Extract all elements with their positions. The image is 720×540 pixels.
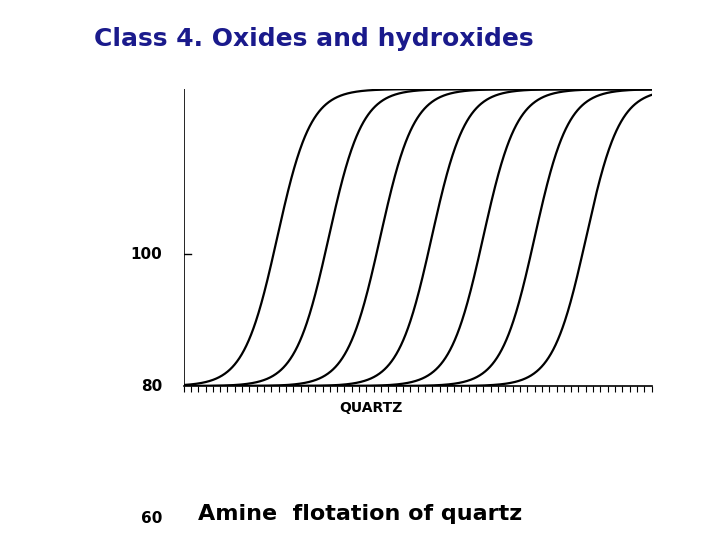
Text: Class 4. Oxides and hydroxides: Class 4. Oxides and hydroxides (94, 27, 534, 51)
Text: 100: 100 (130, 247, 162, 261)
Text: 80: 80 (140, 379, 162, 394)
Text: Amine  flotation of quartz: Amine flotation of quartz (198, 504, 522, 524)
Text: QUARTZ: QUARTZ (339, 401, 402, 415)
Text: 60: 60 (140, 511, 162, 525)
